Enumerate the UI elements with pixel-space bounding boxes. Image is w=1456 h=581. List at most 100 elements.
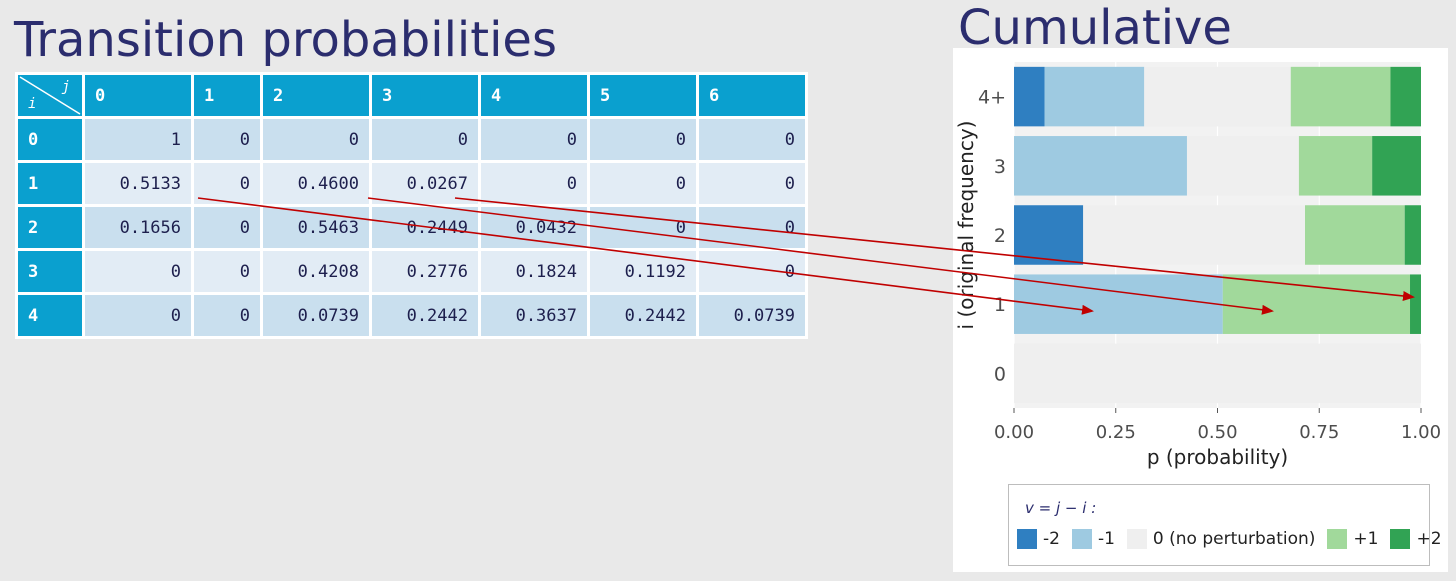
table-cell: 0	[194, 163, 260, 204]
column-header-0: 0	[85, 75, 191, 116]
table-cell: 0	[372, 119, 478, 160]
stacked-bar-chart: 0 1 2 3 4+ 0.00 0.25 0.50 0.75 1.00 p (probability…	[954, 62, 1441, 469]
table-cell: 0.5133	[85, 163, 191, 204]
legend-item: 0 (no perturbation)	[1126, 529, 1316, 549]
table-cell: 0.0739	[263, 295, 369, 336]
bar-segment	[1222, 274, 1411, 334]
table-cell: 0.0432	[481, 207, 587, 248]
bar-segment	[1014, 66, 1045, 127]
bar-segment	[1083, 205, 1306, 265]
table-cell: 0.4600	[263, 163, 369, 204]
x-tick-label: 0.50	[1197, 422, 1237, 443]
table-cell: 0	[85, 295, 191, 336]
table-cell: 0	[590, 119, 696, 160]
legend-item: -1	[1071, 529, 1115, 549]
row-header-3: 3	[18, 251, 82, 292]
table-cell: 0	[590, 207, 696, 248]
table-cell: 0.2449	[372, 207, 478, 248]
table-cell: 0	[590, 163, 696, 204]
column-header-6: 6	[699, 75, 805, 116]
table-cell: 0.1824	[481, 251, 587, 292]
legend-title: v = j − i :	[1025, 499, 1097, 517]
slide-title-right: Cumulative	[958, 0, 1232, 56]
table-cell: 0.1656	[85, 207, 191, 248]
bar-segment	[1014, 343, 1421, 404]
bar-segment	[1390, 66, 1421, 127]
legend-swatch	[1017, 529, 1037, 549]
row-header-4: 4	[18, 295, 82, 336]
bar-segment	[1404, 205, 1421, 265]
x-tick-label: 1.00	[1401, 422, 1441, 443]
bar-segment	[1044, 66, 1145, 127]
legend-swatch	[1071, 529, 1092, 549]
y-axis-label: i (original frequency)	[954, 121, 978, 330]
bar-segment	[1014, 205, 1084, 265]
table-cell: 0	[699, 251, 805, 292]
y-tick-label: 4+	[978, 87, 1006, 109]
x-tick-label: 0.00	[994, 422, 1034, 443]
bar-segment	[1290, 66, 1391, 127]
y-tick-label: 0	[994, 363, 1006, 385]
corner-diagonal	[19, 76, 81, 115]
table-cell: 0	[699, 119, 805, 160]
row-header-0: 0	[18, 119, 82, 160]
row-header-2: 2	[18, 207, 82, 248]
table-cell: 0.4208	[263, 251, 369, 292]
table-cell: 0.2442	[590, 295, 696, 336]
legend-item: +1	[1327, 529, 1378, 549]
x-tick-label: 0.75	[1299, 422, 1339, 443]
legend-swatch	[1126, 529, 1147, 549]
x-axis-label: p (probability)	[1147, 445, 1288, 469]
bar-segment	[1144, 66, 1291, 127]
bar-segment	[1298, 136, 1373, 196]
column-header-5: 5	[590, 75, 696, 116]
table-cell: 0	[481, 119, 587, 160]
table-cell: 0.2442	[372, 295, 478, 336]
legend-swatch	[1327, 529, 1348, 549]
corner-label-j: j	[61, 79, 70, 95]
table-cell: 0	[481, 163, 587, 204]
table-cell: 0.3637	[481, 295, 587, 336]
bar-segment	[1014, 136, 1187, 196]
table-corner-header: i j	[18, 75, 82, 116]
column-header-3: 3	[372, 75, 478, 116]
table-row: 2 0.1656 0 0.5463 0.2449 0.0432 0 0	[18, 207, 805, 248]
slide-title-left: Transition probabilities	[14, 12, 557, 68]
column-header-4: 4	[481, 75, 587, 116]
bar-segment	[1305, 205, 1405, 265]
legend-item: -2	[1017, 529, 1060, 549]
table-cell: 0	[194, 207, 260, 248]
table-cell: 0.0267	[372, 163, 478, 204]
legend-label: +1	[1353, 529, 1379, 549]
bar-segment	[1372, 136, 1421, 196]
legend-label: +2	[1416, 529, 1442, 549]
legend-items: -2 -1 0 (no perturbation) +1 +2	[1017, 529, 1454, 549]
table-cell: 0.5463	[263, 207, 369, 248]
bar-segment	[1410, 274, 1421, 334]
table-cell: 0	[699, 163, 805, 204]
table-cell: 0	[263, 119, 369, 160]
legend-swatch	[1390, 529, 1411, 549]
legend-label: 0 (no perturbation)	[1152, 529, 1316, 549]
table-cell: 1	[85, 119, 191, 160]
table-cell: 0.0739	[699, 295, 805, 336]
cumulative-chart-panel: 0 1 2 3 4+ 0.00 0.25 0.50 0.75 1.00 p (probability…	[953, 48, 1448, 572]
table-cell: 0	[194, 251, 260, 292]
column-header-1: 1	[194, 75, 260, 116]
x-tick-label: 0.25	[1096, 422, 1136, 443]
legend-label: -1	[1097, 529, 1115, 549]
corner-label-i: i	[28, 96, 37, 112]
y-tick-label: 3	[994, 156, 1006, 178]
legend-label: -2	[1043, 529, 1060, 549]
table-row: 1 0.5133 0 0.4600 0.0267 0 0 0	[18, 163, 805, 204]
table-cell: 0	[194, 295, 260, 336]
column-header-2: 2	[263, 75, 369, 116]
chart-legend: v = j − i : -2 -1 0 (no perturbation) +1 +2	[1008, 484, 1442, 566]
table-body: 0 1 0 0 0 0 0 0 1 0.5133 0 0.4600 0.0267 0 0 0 2 0.1656 0 0…	[18, 119, 805, 336]
table-cell: 0.2776	[372, 251, 478, 292]
table-cell: 0.1192	[590, 251, 696, 292]
bar-segment	[1014, 274, 1223, 334]
table-row: 3 0 0 0.4208 0.2776 0.1824 0.1192 0	[18, 251, 805, 292]
